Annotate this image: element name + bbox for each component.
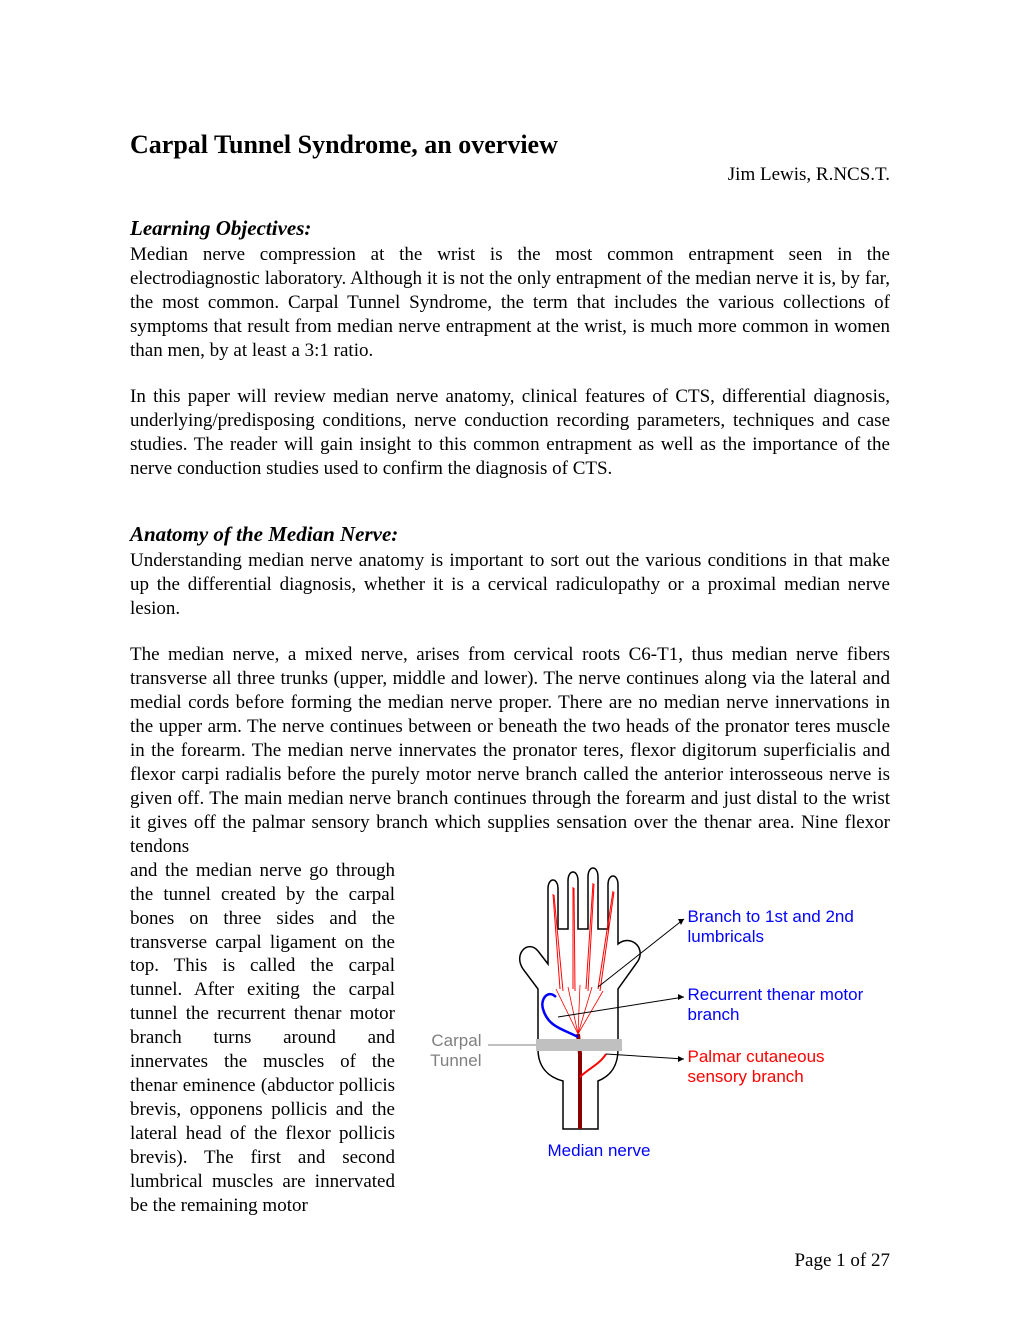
figure-container: Carpal Tunnel Branch to 1st and 2nd lumb… xyxy=(409,859,890,1179)
hand-svg xyxy=(488,859,688,1139)
anatomy-para-3-left: and the median nerve go through the tunn… xyxy=(130,859,395,1218)
anatomy-para-2: The median nerve, a mixed nerve, arises … xyxy=(130,643,890,858)
figure-label-lumbricals: Branch to 1st and 2nd lumbricals xyxy=(688,907,854,948)
learning-para-1: Median nerve compression at the wrist is… xyxy=(130,243,890,363)
hand-diagram: Carpal Tunnel Branch to 1st and 2nd lumb… xyxy=(420,859,880,1179)
document-title: Carpal Tunnel Syndrome, an overview xyxy=(130,130,890,160)
figure-label-median: Median nerve xyxy=(548,1141,651,1161)
figure-label-palmar: Palmar cutaneous sensory branch xyxy=(688,1047,825,1088)
page-number: Page 1 of 27 xyxy=(794,1250,890,1272)
section-heading-learning: Learning Objectives: xyxy=(130,216,890,241)
section-heading-anatomy: Anatomy of the Median Nerve: xyxy=(130,522,890,547)
figure-label-recurrent: Recurrent thenar motor branch xyxy=(688,985,864,1026)
anatomy-para-1: Understanding median nerve anatomy is im… xyxy=(130,549,890,621)
learning-para-2: In this paper will review median nerve a… xyxy=(130,385,890,481)
two-column-region: and the median nerve go through the tunn… xyxy=(130,859,890,1218)
author-line: Jim Lewis, R.NCS.T. xyxy=(130,164,890,186)
figure-label-carpal: Carpal Tunnel xyxy=(420,1031,482,1072)
document-page: Carpal Tunnel Syndrome, an overview Jim … xyxy=(0,0,1020,1320)
